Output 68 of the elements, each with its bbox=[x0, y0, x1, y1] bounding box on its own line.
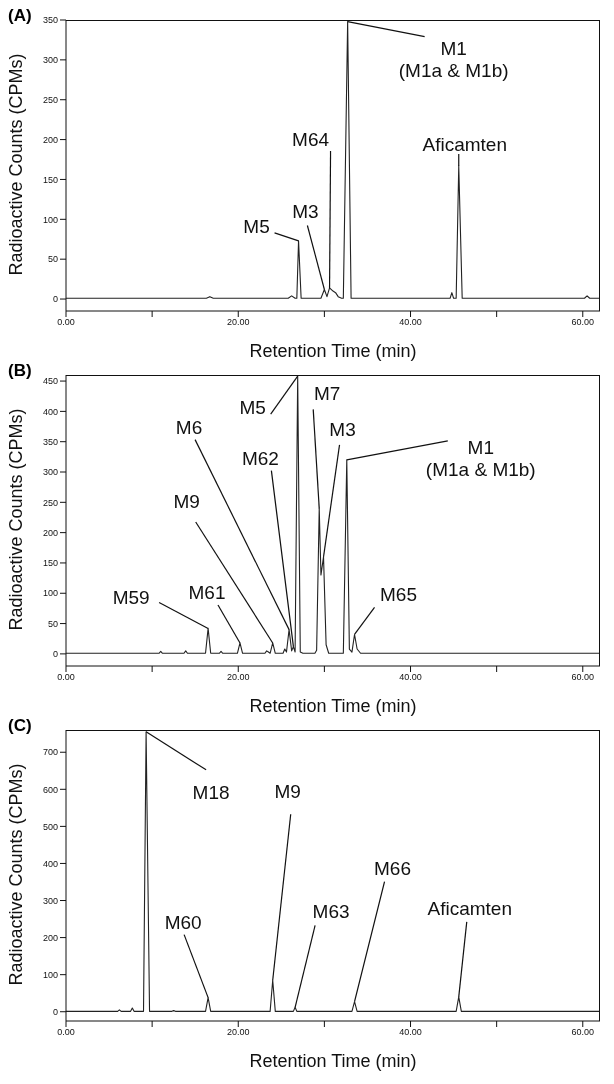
annotation: M9 bbox=[173, 490, 200, 512]
x-tick-label: 60.00 bbox=[571, 672, 595, 683]
y-tick-label: 50 bbox=[47, 254, 58, 265]
annotation: M3 bbox=[292, 200, 319, 222]
annotation: M1 (M1a & M1b) bbox=[398, 37, 509, 81]
y-tick-label: 150 bbox=[42, 558, 58, 569]
annotation: Aficamten bbox=[422, 133, 507, 155]
y-tick-label: 200 bbox=[42, 134, 58, 145]
annotation: M7 bbox=[314, 382, 341, 404]
annotation: M5 bbox=[239, 396, 266, 418]
y-tick-label: 500 bbox=[42, 821, 58, 832]
x-tick-label: 20.00 bbox=[226, 672, 250, 683]
x-tick-label: 20.00 bbox=[226, 317, 250, 328]
y-tick-label: 200 bbox=[42, 932, 58, 943]
y-tick-label: 0 bbox=[52, 294, 58, 305]
x-tick-label: 40.00 bbox=[399, 672, 422, 683]
annotation: M60 bbox=[164, 911, 202, 933]
x-axis-title: Retention Time (min) bbox=[249, 1051, 417, 1071]
x-tick-label: 40.00 bbox=[399, 317, 422, 328]
y-tick-label: 250 bbox=[42, 94, 58, 105]
x-tick-label: 60.00 bbox=[571, 1027, 595, 1038]
y-axis-title: Radioactive Counts (CPMs) bbox=[6, 408, 27, 631]
annotation: M59 bbox=[112, 586, 150, 608]
y-tick-label: 250 bbox=[42, 497, 58, 508]
annotation: M64 bbox=[292, 128, 330, 150]
chart-title: (B) bbox=[8, 361, 32, 381]
y-tick-label: 150 bbox=[42, 174, 58, 185]
y-tick-label: 600 bbox=[42, 784, 58, 795]
y-tick-label: 350 bbox=[42, 15, 58, 26]
y-tick-label: 0 bbox=[52, 1006, 58, 1017]
y-tick-label: 100 bbox=[42, 588, 58, 599]
x-axis-title: Retention Time (min) bbox=[249, 696, 417, 716]
annotation: M66 bbox=[374, 857, 412, 879]
y-tick-label: 200 bbox=[42, 527, 58, 538]
y-tick-label: 700 bbox=[42, 747, 58, 758]
y-axis-title: Radioactive Counts (CPMs) bbox=[6, 763, 27, 986]
y-tick-label: 300 bbox=[42, 467, 58, 478]
y-tick-label: 350 bbox=[42, 436, 58, 447]
x-tick-label: 0.00 bbox=[57, 672, 75, 683]
chart-title: (C) bbox=[8, 716, 32, 736]
x-axis-title: Retention Time (min) bbox=[249, 341, 417, 361]
chart-title: (A) bbox=[8, 6, 32, 26]
y-tick-label: 300 bbox=[42, 895, 58, 906]
x-tick-label: 60.00 bbox=[571, 317, 595, 328]
x-tick-label: 0.00 bbox=[57, 317, 75, 328]
y-tick-label: 400 bbox=[42, 858, 58, 869]
y-tick-label: 400 bbox=[42, 406, 58, 417]
y-tick-label: 450 bbox=[42, 376, 58, 387]
annotation: M3 bbox=[329, 418, 356, 440]
y-tick-label: 100 bbox=[42, 969, 58, 980]
y-tick-label: 300 bbox=[42, 55, 58, 66]
y-tick-label: 100 bbox=[42, 214, 58, 225]
annotation: M5 bbox=[243, 215, 270, 237]
y-tick-label: 0 bbox=[52, 649, 58, 660]
y-tick-label: 50 bbox=[47, 618, 58, 629]
annotation: M61 bbox=[188, 581, 226, 603]
annotation: M63 bbox=[312, 900, 350, 922]
annotation: M9 bbox=[274, 780, 301, 802]
annotation: M65 bbox=[380, 583, 418, 605]
annotation: Aficamten bbox=[427, 897, 512, 919]
x-tick-label: 0.00 bbox=[57, 1027, 75, 1038]
annotation: M1 (M1a & M1b) bbox=[425, 436, 536, 480]
x-tick-label: 20.00 bbox=[226, 1027, 250, 1038]
annotation: M62 bbox=[241, 447, 279, 469]
annotation: M6 bbox=[175, 416, 203, 438]
x-tick-label: 40.00 bbox=[399, 1027, 422, 1038]
annotation: M18 bbox=[192, 781, 230, 803]
y-axis-title: Radioactive Counts (CPMs) bbox=[6, 53, 27, 276]
